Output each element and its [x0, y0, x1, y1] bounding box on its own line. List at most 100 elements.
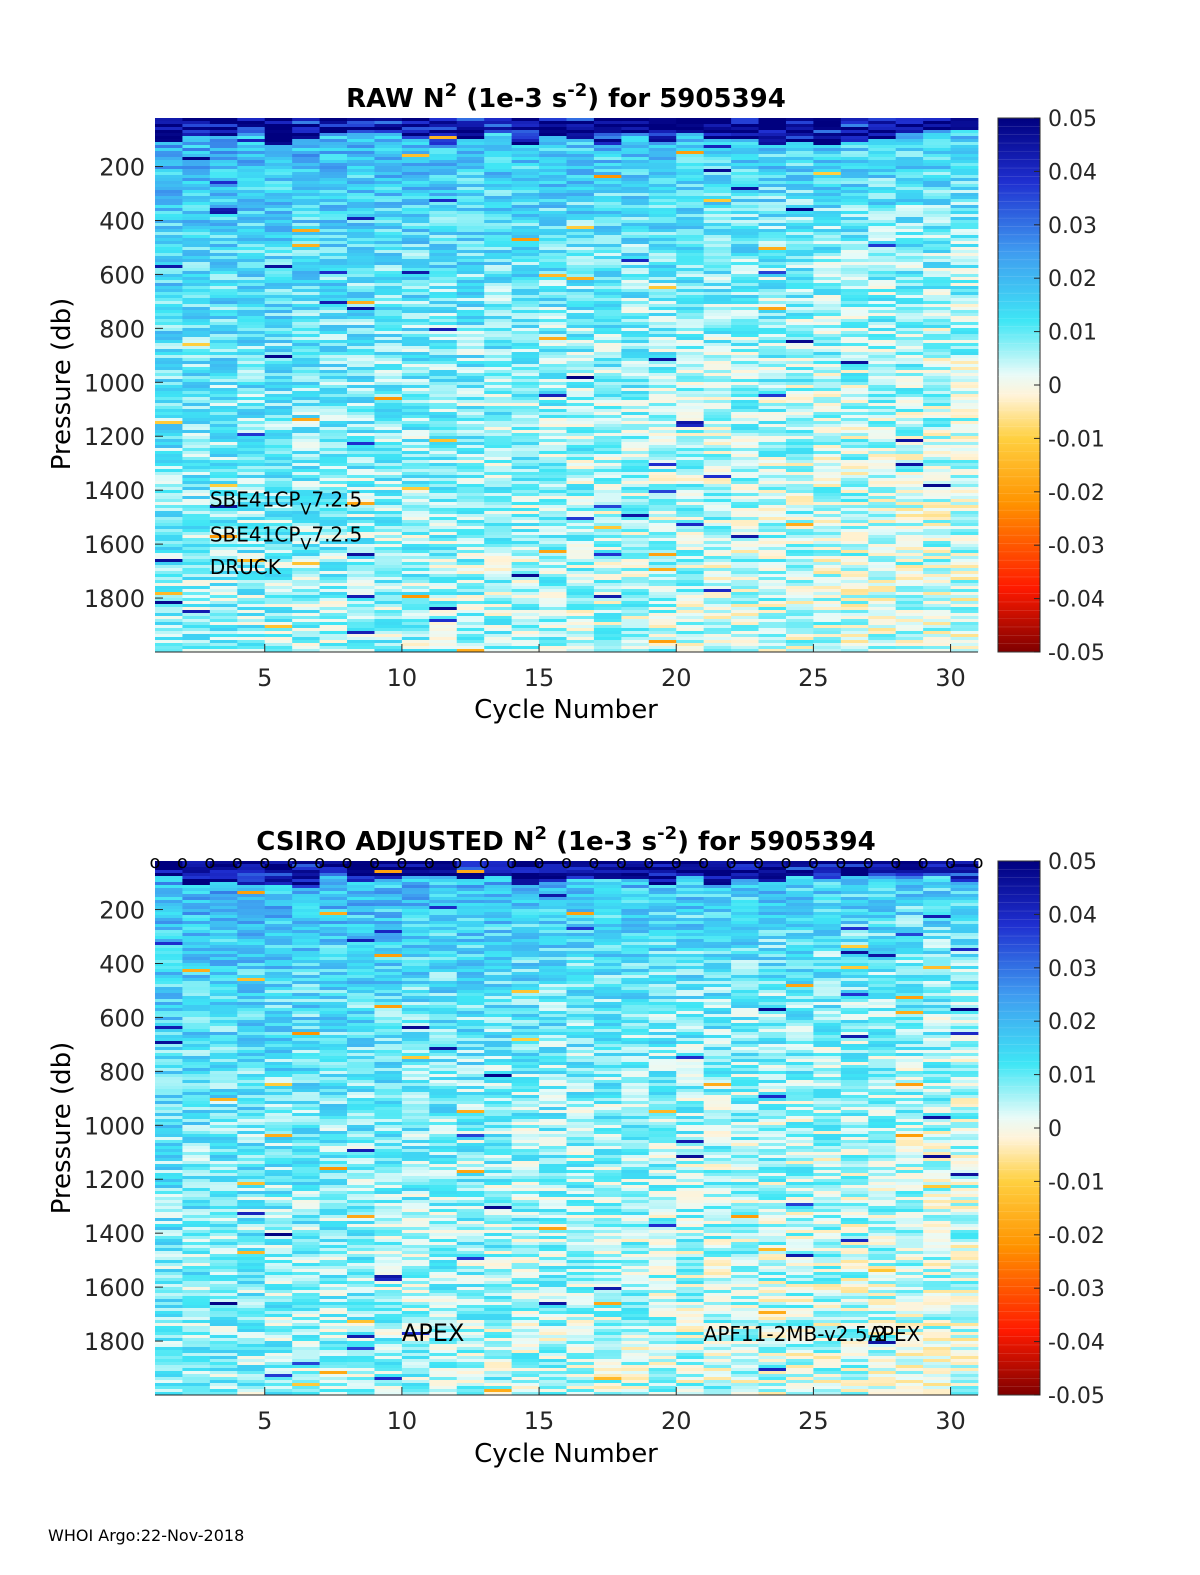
- heatmap-cell: [429, 307, 458, 311]
- heatmap-cell: [895, 397, 924, 401]
- heatmap-cell: [319, 394, 348, 398]
- heatmap-cell: [319, 298, 348, 302]
- heatmap-cell: [155, 451, 183, 455]
- heatmap-cell: [703, 577, 732, 581]
- heatmap-cell: [456, 472, 485, 476]
- heatmap-cell: [429, 580, 458, 584]
- heatmap-cell: [648, 190, 677, 194]
- heatmap-cell: [785, 226, 814, 230]
- heatmap-cell: [539, 577, 567, 581]
- heatmap-cell: [676, 541, 705, 545]
- heatmap-cell: [347, 400, 375, 404]
- heatmap-cell: [813, 532, 842, 536]
- heatmap-cell: [155, 535, 183, 539]
- heatmap-cell: [566, 376, 595, 380]
- heatmap-cell: [237, 430, 266, 434]
- heatmap-cell: [676, 520, 705, 524]
- heatmap-cell: [319, 352, 348, 356]
- heatmap-cell: [456, 241, 485, 245]
- heatmap-cell: [429, 313, 458, 317]
- heatmap-cell: [840, 130, 869, 134]
- heatmap-cell: [456, 271, 485, 275]
- heatmap-cell: [347, 181, 375, 185]
- heatmap-cell: [648, 340, 677, 344]
- heatmap-cell: [593, 142, 622, 146]
- heatmap-cell: [182, 412, 211, 416]
- heatmap-cell: [429, 613, 458, 617]
- heatmap-cell: [484, 538, 513, 542]
- heatmap-cell: [785, 592, 814, 596]
- heatmap-cell: [731, 250, 759, 254]
- heatmap-cell: [566, 250, 595, 254]
- heatmap-cell: [621, 466, 650, 470]
- heatmap-cell: [401, 649, 430, 653]
- heatmap-cell: [264, 535, 293, 539]
- heatmap-cell: [621, 559, 650, 563]
- heatmap-cell: [566, 412, 595, 416]
- heatmap-cell: [456, 475, 485, 479]
- heatmap-cell: [484, 172, 513, 176]
- heatmap-cell: [566, 418, 595, 422]
- heatmap-cell: [319, 145, 348, 149]
- heatmap-cell: [895, 442, 924, 446]
- heatmap-cell: [155, 337, 183, 341]
- heatmap-cell: [621, 193, 650, 197]
- heatmap-cell: [895, 316, 924, 320]
- heatmap-cell: [758, 244, 787, 248]
- heatmap-cell: [429, 472, 458, 476]
- heatmap-cell: [758, 595, 787, 599]
- heatmap-cell: [840, 472, 869, 476]
- heatmap-cell: [484, 556, 513, 560]
- heatmap-cell: [237, 352, 266, 356]
- heatmap-cell: [621, 409, 650, 413]
- heatmap-cell: [785, 412, 814, 416]
- heatmap-cell: [676, 340, 705, 344]
- heatmap-cell: [182, 505, 211, 509]
- heatmap-cell: [676, 280, 705, 284]
- heatmap-cell: [895, 166, 924, 170]
- heatmap-cell: [566, 340, 595, 344]
- heatmap-cell: [209, 220, 238, 224]
- heatmap-cell: [264, 508, 293, 512]
- heatmap-cell: [484, 514, 513, 518]
- heatmap-cell: [429, 127, 458, 131]
- heatmap-cell: [237, 172, 266, 176]
- heatmap-cell: [731, 169, 759, 173]
- heatmap-cell: [648, 460, 677, 464]
- heatmap-cell: [237, 466, 266, 470]
- heatmap-cell: [895, 265, 924, 269]
- heatmap-cell: [237, 547, 266, 551]
- heatmap-cell: [676, 136, 705, 140]
- heatmap-cell: [593, 502, 622, 506]
- heatmap-cell: [895, 616, 924, 620]
- heatmap-cell: [840, 643, 869, 647]
- heatmap-cell: [731, 316, 759, 320]
- heatmap-cell: [319, 193, 348, 197]
- heatmap-cell: [868, 247, 897, 251]
- heatmap-cell: [566, 358, 595, 362]
- heatmap-cell: [703, 424, 732, 428]
- heatmap-cell: [621, 448, 650, 452]
- heatmap-cell: [758, 412, 787, 416]
- heatmap-cell: [264, 448, 293, 452]
- heatmap-cell: [895, 628, 924, 632]
- heatmap-cell: [347, 358, 375, 362]
- heatmap-cell: [785, 355, 814, 359]
- heatmap-cell: [292, 547, 320, 551]
- heatmap-cell: [484, 169, 513, 173]
- heatmap-cell: [785, 499, 814, 503]
- heatmap-cell: [484, 241, 513, 245]
- heatmap-cell: [264, 400, 293, 404]
- heatmap-cell: [511, 172, 540, 176]
- heatmap-cell: [456, 250, 485, 254]
- heatmap-cell: [347, 604, 375, 608]
- heatmap-cell: [593, 475, 622, 479]
- heatmap-cell: [813, 379, 842, 383]
- heatmap-cell: [621, 352, 650, 356]
- heatmap-cell: [648, 181, 677, 185]
- heatmap-cell: [895, 283, 924, 287]
- heatmap-cell: [539, 157, 567, 161]
- heatmap-cell: [264, 574, 293, 578]
- heatmap-cell: [237, 541, 266, 545]
- heatmap-cell: [182, 154, 211, 158]
